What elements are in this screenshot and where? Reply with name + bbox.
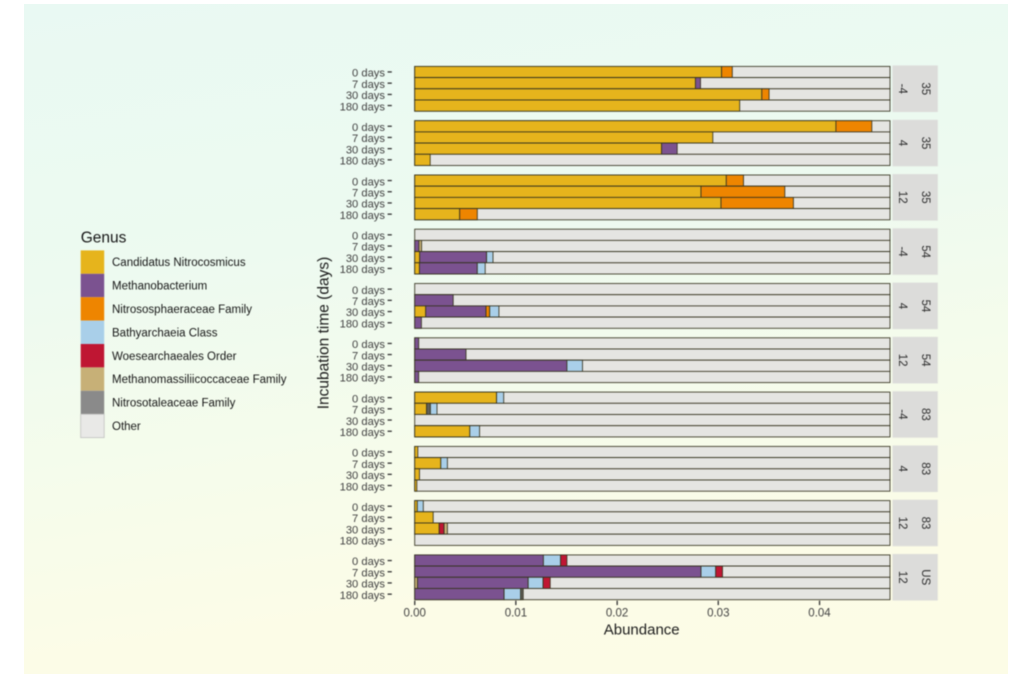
svg-text:0 days: 0 days [352, 556, 385, 568]
svg-text:30 days: 30 days [346, 199, 386, 211]
svg-text:7 days: 7 days [352, 567, 385, 579]
svg-text:0 days: 0 days [352, 68, 385, 80]
svg-text:180 days: 180 days [340, 101, 386, 113]
svg-text:Bathyarchaeia Class: Bathyarchaeia Class [112, 327, 218, 339]
svg-text:7 days: 7 days [352, 513, 385, 525]
svg-text:7 days: 7 days [352, 242, 385, 254]
svg-text:0 days: 0 days [352, 285, 385, 297]
svg-text:Nitrosotaleaceae Family: Nitrosotaleaceae Family [112, 398, 236, 410]
svg-text:7 days: 7 days [352, 350, 385, 362]
svg-text:83: 83 [919, 408, 931, 421]
svg-text:30 days: 30 days [346, 362, 386, 374]
svg-text:0.00: 0.00 [404, 607, 426, 619]
svg-text:Incubation time (days): Incubation time (days) [316, 257, 333, 410]
svg-text:35: 35 [919, 82, 931, 95]
svg-text:-4: -4 [896, 409, 908, 420]
svg-text:7 days: 7 days [352, 188, 385, 200]
svg-text:12: 12 [896, 354, 908, 367]
svg-text:0 days: 0 days [352, 122, 385, 134]
svg-text:0 days: 0 days [352, 231, 385, 243]
svg-text:180 days: 180 days [340, 156, 386, 168]
svg-text:180 days: 180 days [340, 210, 386, 222]
svg-text:0 days: 0 days [352, 448, 385, 460]
svg-text:180 days: 180 days [340, 427, 386, 439]
svg-text:4: 4 [896, 465, 908, 472]
svg-text:0.03: 0.03 [707, 607, 729, 619]
svg-text:83: 83 [919, 462, 931, 475]
svg-text:7 days: 7 days [352, 133, 385, 145]
svg-text:30 days: 30 days [346, 253, 386, 265]
svg-text:12: 12 [896, 517, 908, 530]
svg-text:7 days: 7 days [352, 296, 385, 308]
svg-text:0.02: 0.02 [606, 607, 628, 619]
svg-text:180 days: 180 days [340, 373, 386, 385]
svg-text:4: 4 [896, 303, 908, 310]
svg-text:83: 83 [919, 517, 931, 530]
svg-text:54: 54 [919, 354, 931, 367]
svg-text:35: 35 [919, 137, 931, 150]
svg-text:30 days: 30 days [346, 524, 386, 536]
svg-text:30 days: 30 days [346, 416, 386, 428]
svg-text:30 days: 30 days [346, 307, 386, 319]
svg-text:0 days: 0 days [352, 176, 385, 188]
svg-text:Candidatus Nitrocosmicus: Candidatus Nitrocosmicus [112, 257, 246, 269]
svg-text:0.04: 0.04 [808, 607, 831, 619]
svg-text:54: 54 [919, 300, 931, 313]
svg-text:180 days: 180 days [340, 318, 386, 330]
svg-text:180 days: 180 days [340, 536, 386, 548]
svg-text:7 days: 7 days [352, 405, 385, 417]
svg-text:Other: Other [112, 421, 141, 433]
svg-text:30 days: 30 days [346, 470, 386, 482]
svg-text:30 days: 30 days [346, 144, 386, 156]
svg-text:30 days: 30 days [346, 90, 386, 102]
svg-text:180 days: 180 days [340, 481, 386, 493]
svg-text:-4: -4 [896, 246, 908, 257]
svg-text:12: 12 [896, 571, 908, 584]
svg-text:180 days: 180 days [340, 264, 386, 276]
svg-text:180 days: 180 days [340, 590, 386, 602]
svg-text:Abundance: Abundance [604, 622, 680, 639]
svg-text:4: 4 [896, 140, 908, 147]
svg-text:Nitrososphaeraceae Family: Nitrososphaeraceae Family [112, 304, 252, 316]
svg-text:54: 54 [919, 245, 931, 258]
svg-text:7 days: 7 days [352, 79, 385, 91]
svg-text:Woesearchaeales Order: Woesearchaeales Order [112, 351, 237, 363]
svg-text:0.01: 0.01 [505, 607, 527, 619]
svg-text:35: 35 [919, 191, 931, 204]
svg-text:-4: -4 [896, 84, 908, 95]
svg-text:Genus: Genus [81, 230, 127, 247]
svg-text:Methanobacterium: Methanobacterium [112, 281, 207, 293]
svg-text:30 days: 30 days [346, 579, 386, 591]
svg-text:Methanomassiliicoccaceae Famil: Methanomassiliicoccaceae Family [112, 374, 287, 386]
svg-text:0 days: 0 days [352, 339, 385, 351]
svg-text:0 days: 0 days [352, 502, 385, 514]
svg-text:0 days: 0 days [352, 393, 385, 405]
svg-text:7 days: 7 days [352, 459, 385, 471]
svg-text:12: 12 [896, 191, 908, 204]
svg-text:US: US [919, 569, 931, 585]
